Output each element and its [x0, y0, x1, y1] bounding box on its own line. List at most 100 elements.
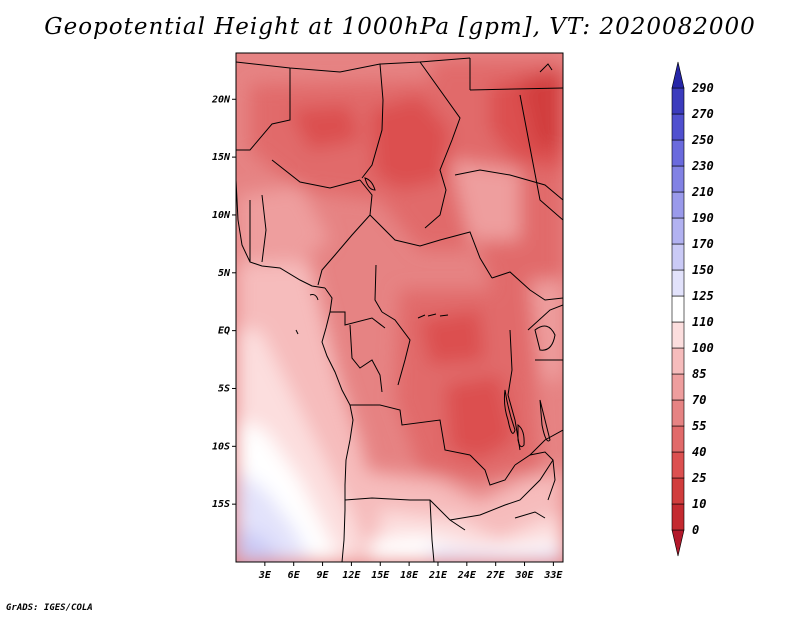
border-car-north	[369, 214, 493, 279]
border-niger-chad	[361, 63, 384, 179]
border-north	[236, 57, 471, 73]
colorbar-swatch	[671, 503, 685, 531]
colorbar-swatch	[671, 139, 685, 167]
border-car-west	[374, 264, 383, 313]
colorbar-label: 40	[692, 445, 706, 459]
colorbar-swatch	[671, 61, 685, 89]
border-sudan-east	[519, 94, 563, 221]
border-eq-guinea-gabon	[330, 311, 386, 329]
border-egypt	[469, 87, 563, 91]
border-south-sudan	[491, 271, 563, 301]
border-angola-namibia	[344, 497, 466, 531]
colorbar-swatch	[671, 295, 685, 323]
border-namibia-botswana	[429, 499, 435, 562]
colorbar-label: 125	[692, 289, 714, 303]
lon-tick-label: 30E	[514, 570, 534, 581]
colorbar-label: 290	[691, 81, 714, 95]
bioko-island	[309, 294, 319, 301]
lake-malawi	[539, 399, 551, 442]
sao-tome-island	[295, 329, 299, 335]
lat-tick-label: EQ	[218, 326, 230, 337]
map-frame	[235, 52, 564, 563]
colorbar-swatch	[671, 243, 685, 271]
lat-tick-label: 15N	[212, 152, 231, 163]
colorbar-label: 150	[692, 263, 714, 277]
colorbar-swatch	[671, 399, 685, 427]
lake-victoria	[534, 325, 556, 351]
colorbar-label: 230	[691, 159, 714, 173]
lake-mweru	[517, 424, 525, 448]
colorbar-swatch	[671, 451, 685, 479]
colorbar-swatch	[671, 529, 685, 557]
lon-tick-label: 15E	[371, 570, 390, 581]
border-benin	[261, 194, 267, 263]
colorbar-label: 70	[692, 393, 706, 407]
border-nigeria-cameroon	[317, 179, 373, 286]
colorbar-label: 55	[692, 419, 706, 433]
colorbar-swatch	[671, 165, 685, 193]
colorbar-label: 270	[691, 107, 714, 121]
grads-credit: GrADS: IGES/COLA	[6, 603, 93, 613]
border-congo-drc	[381, 311, 411, 386]
lake-kariba	[514, 511, 546, 519]
colorbar-label: 0	[692, 523, 699, 537]
colorbar-label: 110	[692, 315, 714, 329]
border-tanzania-south	[529, 429, 563, 456]
colorbar: 0 10 25 40 55 70 85 100 110 125 150 170 190 210 230 250…	[671, 61, 714, 557]
lat-tick-label: 10N	[212, 210, 231, 221]
colorbar-swatch	[671, 191, 685, 219]
colorbar-swatch	[671, 425, 685, 453]
congo-river-marks	[417, 313, 449, 319]
colorbar-swatch	[671, 347, 685, 375]
border-drc-angola	[350, 404, 471, 456]
coastline-central-southwest	[321, 287, 354, 562]
colorbar-label: 170	[692, 237, 714, 251]
red-sea-coast	[539, 63, 553, 73]
longitude-axis: 3E 6E 9E 12E 15E 18E 21E 24E 27E 30E 33E	[258, 562, 563, 581]
border-niger-nigeria	[271, 159, 361, 189]
lat-tick-label: 5N	[218, 268, 231, 279]
border-great-lakes	[507, 329, 521, 451]
colorbar-label: 25	[691, 471, 706, 485]
lon-tick-label: 27E	[486, 570, 506, 581]
lat-tick-label: 20N	[211, 94, 231, 105]
border-sudan-internal	[454, 169, 563, 201]
colorbar-swatch	[671, 373, 685, 401]
lon-tick-label: 21E	[428, 570, 448, 581]
lon-tick-label: 33E	[543, 570, 563, 581]
border-uganda-kenya	[527, 304, 563, 331]
lon-tick-label: 6E	[288, 570, 301, 581]
chart-title: Geopotential Height at 1000hPa [gpm], VT…	[44, 14, 756, 40]
lake-tanganyika	[503, 389, 516, 434]
border-drc-zambia	[469, 454, 516, 486]
lat-tick-label: 10S	[212, 441, 230, 452]
lon-tick-label: 3E	[258, 570, 272, 581]
colorbar-label: 100	[692, 341, 714, 355]
country-borders	[236, 57, 563, 562]
latitude-axis: 20N 15N 10N 5N EQ 5S 10S 15S	[211, 94, 236, 510]
colorbar-swatch	[671, 113, 685, 141]
border-chad-sudan	[419, 61, 461, 229]
lon-tick-label: 18E	[400, 570, 419, 581]
lakes	[295, 63, 556, 519]
lake-chad	[364, 177, 376, 191]
colorbar-label: 85	[692, 367, 706, 381]
height-field	[236, 53, 563, 562]
border-malawi	[514, 451, 556, 501]
colorbar-label: 210	[691, 185, 714, 199]
border-mali-niger	[236, 68, 291, 151]
lat-tick-label: 15S	[212, 499, 230, 510]
lon-tick-label: 12E	[342, 570, 361, 581]
lon-tick-label: 9E	[317, 570, 330, 581]
colorbar-label: 10	[692, 497, 706, 511]
colorbar-label: 250	[691, 133, 714, 147]
coastline-west-africa	[236, 179, 326, 289]
colorbar-swatch	[671, 87, 685, 115]
lon-tick-label: 24E	[457, 570, 477, 581]
colorbar-swatch	[671, 269, 685, 297]
colorbar-swatch	[671, 217, 685, 245]
border-gabon-congo	[349, 324, 383, 393]
colorbar-swatch	[671, 321, 685, 349]
lat-tick-label: 5S	[218, 383, 230, 394]
